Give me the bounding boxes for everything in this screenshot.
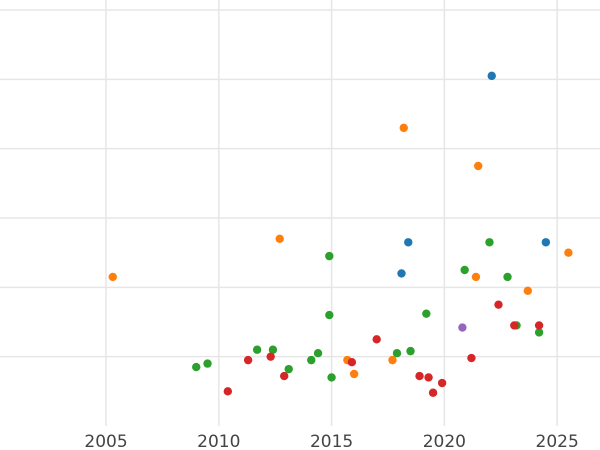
data-point-s1-3 [349, 369, 359, 379]
data-point-s2-17 [534, 328, 544, 337]
x-tick-label-3: 2020 [423, 432, 466, 450]
data-points [108, 71, 573, 397]
data-point-s3-13 [534, 321, 544, 330]
data-point-s1-8 [523, 286, 533, 295]
data-point-s3-5 [372, 335, 381, 344]
data-point-s0-1 [404, 238, 413, 247]
data-point-s1-6 [473, 161, 483, 171]
data-point-s3-0 [223, 387, 233, 396]
data-point-s1-4 [388, 355, 397, 365]
data-point-s1-0 [108, 272, 117, 282]
data-point-s2-7 [325, 310, 334, 320]
x-tick-label-4: 2025 [536, 432, 579, 450]
data-point-s3-6 [415, 371, 424, 381]
data-point-s2-15 [503, 272, 512, 282]
data-point-s3-12 [510, 321, 519, 330]
data-point-s1-1 [275, 234, 284, 243]
x-tick-label-1: 2010 [197, 432, 240, 450]
data-point-s0-3 [541, 238, 551, 247]
horizontal-gridlines [0, 9, 600, 358]
data-point-s0-0 [487, 71, 496, 81]
data-point-s2-1 [203, 359, 212, 368]
data-point-s2-13 [460, 265, 469, 275]
x-tick-labels: 2005 2010 2015 2020 2025 [84, 432, 578, 450]
data-point-s3-2 [266, 352, 275, 361]
data-point-s2-6 [313, 349, 323, 358]
data-point-s2-8 [327, 373, 336, 382]
data-point-s2-10 [392, 349, 402, 358]
data-point-s2-2 [252, 345, 262, 354]
data-point-s4-0 [458, 323, 467, 332]
data-point-s2-3 [268, 345, 278, 354]
data-point-s2-4 [284, 364, 293, 374]
x-tick-label-0: 2005 [84, 432, 127, 450]
data-point-s3-1 [243, 355, 253, 365]
x-tick-label-2: 2015 [310, 432, 353, 450]
data-point-s2-0 [192, 362, 201, 372]
data-point-s1-7 [471, 272, 481, 282]
data-point-s2-14 [485, 238, 494, 247]
data-point-s2-5 [307, 355, 316, 365]
data-point-s1-5 [399, 123, 408, 133]
data-point-s3-8 [428, 388, 438, 397]
data-point-s0-2 [397, 269, 406, 278]
data-point-s2-9 [325, 251, 334, 261]
data-point-s3-3 [280, 371, 289, 381]
data-point-s3-4 [347, 358, 357, 367]
data-point-s3-9 [437, 378, 447, 388]
data-point-s3-11 [494, 300, 503, 309]
data-point-s2-12 [422, 309, 431, 318]
data-point-s2-11 [406, 346, 415, 356]
data-point-s3-7 [424, 373, 433, 382]
vertical-gridlines [105, 0, 558, 426]
data-point-s3-10 [467, 353, 476, 363]
data-point-s1-9 [564, 248, 573, 257]
